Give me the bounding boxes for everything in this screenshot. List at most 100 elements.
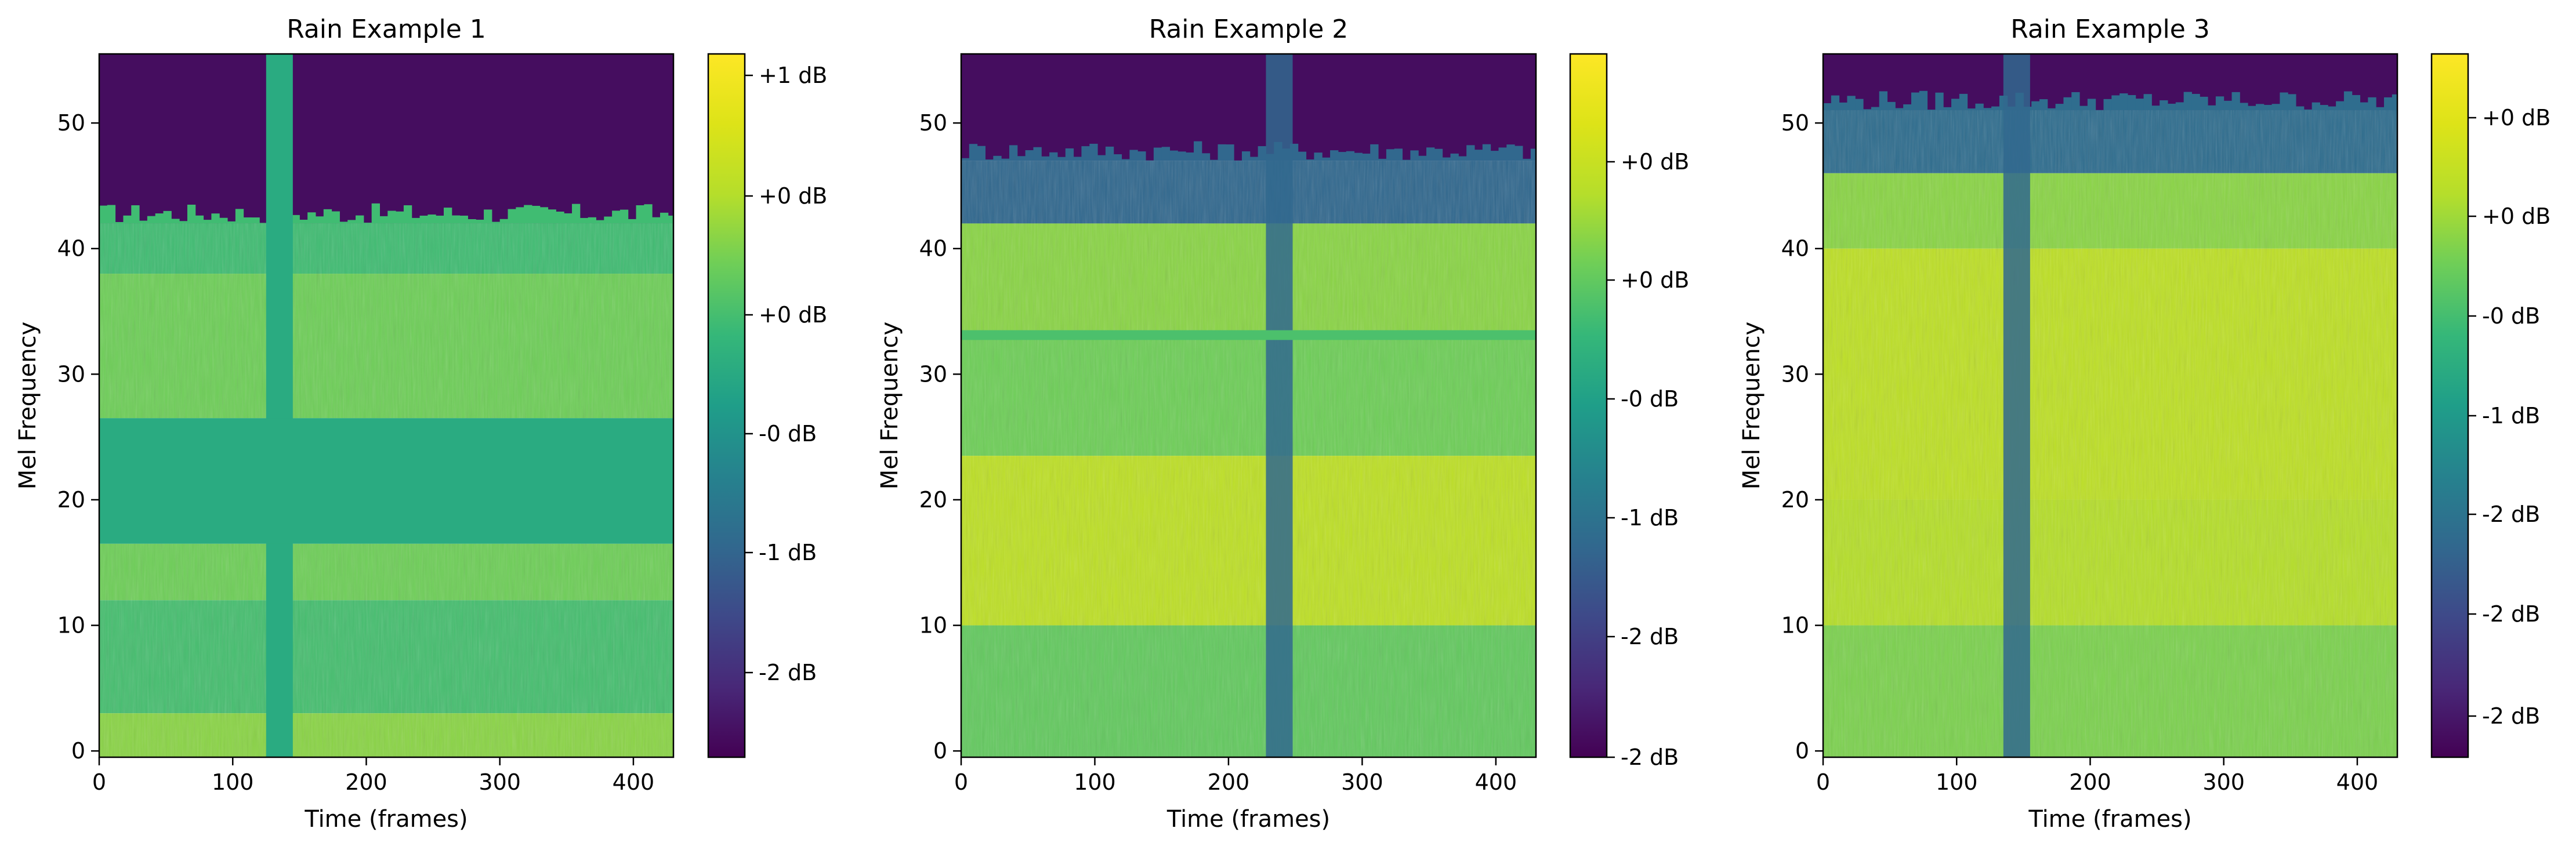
heatmap-edge-cell xyxy=(1887,101,1896,111)
heatmap-edge-cell xyxy=(2103,99,2112,111)
x-tick-label: 400 xyxy=(613,769,655,795)
heatmap-edge-cell xyxy=(1178,151,1186,161)
heatmap-edge-cell xyxy=(491,221,501,224)
chart-title: Rain Example 2 xyxy=(1149,14,1349,44)
heatmap-edge-cell xyxy=(299,219,308,224)
heatmap-edge-cell xyxy=(1959,93,1968,111)
heatmap-edge-cell xyxy=(2368,97,2376,111)
heatmap-edge-cell xyxy=(2240,103,2248,111)
heatmap-edge-cell xyxy=(1490,151,1499,161)
heatmap-edge-cell xyxy=(1847,96,1856,111)
heatmap-edge-cell xyxy=(628,219,637,224)
x-tick-label: 100 xyxy=(212,769,254,795)
heatmap-edge-cell xyxy=(155,213,164,224)
heatmap-edge-cell xyxy=(1394,148,1403,161)
y-tick-label: 40 xyxy=(1781,236,1809,261)
y-tick-label: 50 xyxy=(1781,110,1809,136)
heatmap-edge-cell xyxy=(203,220,212,224)
freq-mask xyxy=(961,330,1536,340)
heatmap-edge-cell xyxy=(2095,110,2104,111)
heatmap-edge-cell xyxy=(323,209,332,224)
heatmap-edge-cell xyxy=(2248,106,2256,111)
heatmap-edge-cell xyxy=(1081,146,1090,161)
heatmap-edge-cell xyxy=(2047,108,2056,111)
heatmap-edge-cell xyxy=(1370,144,1379,161)
heatmap-edge-cell xyxy=(427,214,436,224)
heatmap-edge-cell xyxy=(2263,104,2273,111)
heatmap-edge-cell xyxy=(1049,152,1058,161)
heatmap-edge-cell xyxy=(291,215,300,224)
colorbar-tick-label: -1 dB xyxy=(759,540,817,565)
axes-frame xyxy=(960,53,1537,758)
heatmap-edge-cell xyxy=(107,205,116,224)
heatmap-edge-cell xyxy=(476,219,484,224)
heatmap-edge-cell xyxy=(243,217,252,224)
heatmap-edge-cell xyxy=(1314,152,1323,161)
heatmap-edge-cell xyxy=(644,204,653,224)
heatmap-edge-cell xyxy=(2215,96,2224,111)
heatmap-edge-cell xyxy=(1113,154,1122,161)
heatmap-edge-cell xyxy=(99,205,108,224)
heatmap-edge-cell xyxy=(2200,96,2208,111)
heatmap-edge-cell xyxy=(419,215,428,224)
heatmap-edge-cell xyxy=(1839,102,1847,111)
x-axis-label: Time (frames) xyxy=(1166,806,1330,833)
heatmap-edge-cell xyxy=(516,207,524,224)
heatmap-edge-cell xyxy=(2087,99,2096,111)
y-tick-label: 10 xyxy=(919,613,947,638)
x-tick-label: 200 xyxy=(345,769,387,795)
y-axis-label: Mel Frequency xyxy=(876,322,903,490)
heatmap-edge-cell xyxy=(1121,159,1130,161)
heatmap-edge-cell xyxy=(1001,158,1010,161)
heatmap-edge-cell xyxy=(612,210,621,224)
heatmap-edge-cell xyxy=(1097,155,1106,161)
heatmap-edge-cell xyxy=(436,215,444,224)
heatmap-image xyxy=(1823,54,2397,757)
heatmap-edge-cell xyxy=(1346,151,1355,161)
colorbar xyxy=(2430,53,2469,758)
heatmap-edge-cell xyxy=(2143,94,2152,111)
y-axis-label: Mel Frequency xyxy=(15,322,41,490)
heatmap-edge-cell xyxy=(1073,157,1082,161)
heatmap-edge-cell xyxy=(396,211,404,224)
x-tick-label: 0 xyxy=(954,769,968,795)
x-tick-label: 200 xyxy=(2069,769,2111,795)
y-tick-label: 0 xyxy=(1795,738,1809,764)
colorbar xyxy=(707,53,746,758)
x-tick-label: 0 xyxy=(1816,769,1830,795)
heatmap-edge-cell xyxy=(403,205,412,224)
heatmap-edge-cell xyxy=(387,210,396,224)
heatmap-edge-cell xyxy=(1967,108,1976,111)
heatmap-edge-cell xyxy=(1033,147,1042,161)
heatmap-edge-cell xyxy=(371,203,380,224)
x-tick-label: 300 xyxy=(1341,769,1383,795)
colorbar-tick-label: +0 dB xyxy=(1621,267,1689,293)
heatmap-edge-cell xyxy=(531,206,541,224)
heatmap-edge-cell xyxy=(411,217,421,224)
y-tick-label: 40 xyxy=(57,236,85,261)
heatmap-edge-cell xyxy=(451,215,461,224)
colorbar-tick-label: +1 dB xyxy=(759,63,827,88)
heatmap-edge-cell xyxy=(636,205,644,224)
time-mask xyxy=(266,54,293,757)
heatmap-edge-cell xyxy=(307,212,316,224)
colorbar-tick-label: -1 dB xyxy=(2482,403,2540,428)
heatmap-edge-cell xyxy=(211,213,220,224)
heatmap-edge-cell xyxy=(2055,104,2064,111)
heatmap-edge-cell xyxy=(2255,104,2265,111)
time-mask xyxy=(2003,54,2030,757)
axes-frame xyxy=(98,53,675,758)
heatmap-edge-cell xyxy=(235,209,244,224)
heatmap-edge-cell xyxy=(1201,153,1211,161)
heatmap-edge-cell xyxy=(1450,153,1459,161)
heatmap-edge-cell xyxy=(484,209,492,224)
chart-panel-2: 0 100 200 300 400 0 10 20 30 40 50 Rain Example 2 Ti… xyxy=(876,14,1689,833)
heatmap-edge-cell xyxy=(1105,146,1114,161)
colorbar-tick-label: -2 dB xyxy=(2482,502,2540,527)
heatmap-edge-cell xyxy=(652,217,661,224)
heatmap-edge-cell xyxy=(1194,141,1202,161)
heatmap-edge-cell xyxy=(1161,147,1171,161)
colorbar-tick-label: -0 dB xyxy=(759,421,817,446)
heatmap-edge-cell xyxy=(2360,102,2368,111)
